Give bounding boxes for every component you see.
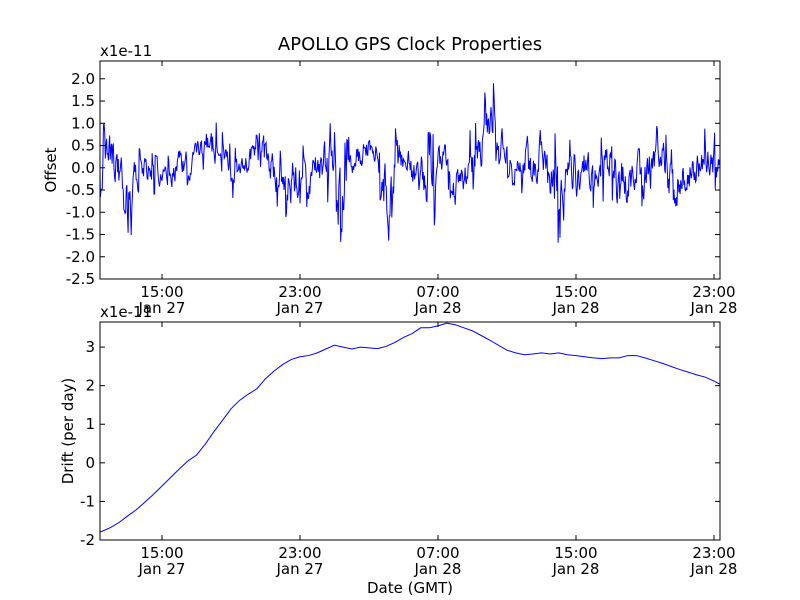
x-tick-date-label: Jan 28 bbox=[414, 299, 462, 317]
x-tick-date-label: Jan 28 bbox=[690, 560, 738, 578]
x-tick-time-label: 23:00 bbox=[692, 544, 735, 562]
y-exponent-label: x1e-11 bbox=[100, 42, 152, 60]
x-tick-date-label: Jan 27 bbox=[276, 299, 324, 317]
x-tick-date-label: Jan 27 bbox=[138, 560, 186, 578]
x-tick-time-label: 23:00 bbox=[278, 283, 321, 301]
x-tick-time-label: 15:00 bbox=[140, 283, 183, 301]
y-tick-label: 1.5 bbox=[71, 92, 95, 110]
y-tick-label: 0 bbox=[85, 454, 95, 472]
axes-frame bbox=[99, 60, 721, 280]
x-tick-date-label: Jan 28 bbox=[690, 299, 738, 317]
y-axis-label: Offset bbox=[42, 147, 60, 192]
x-axis-label: Date (GMT) bbox=[367, 579, 453, 597]
y-axis-label: Drift (per day) bbox=[59, 378, 77, 485]
offset-axes: 2.0 1.5 1.0 0.5 0.0 -0.5 -1.0 -1.5 -2.0 -2.5 15:00… bbox=[42, 42, 737, 317]
x-tick-time-label: 07:00 bbox=[416, 544, 459, 562]
y-tick-label: -2.0 bbox=[66, 248, 95, 266]
y-tick-label: 0.5 bbox=[71, 137, 95, 155]
x-tick-time-label: 23:00 bbox=[692, 283, 735, 301]
y-tick-label: -1 bbox=[80, 492, 95, 510]
y-tick-label: 1 bbox=[85, 415, 95, 433]
x-tick-time-label: 15:00 bbox=[140, 544, 183, 562]
x-tick-date-label: Jan 27 bbox=[138, 299, 186, 317]
y-tick-label: 2 bbox=[85, 377, 95, 395]
drift-series-line bbox=[100, 322, 720, 533]
offset-series-line bbox=[100, 83, 720, 243]
x-tick-date-label: Jan 27 bbox=[276, 560, 324, 578]
x-tick-time-label: 15:00 bbox=[554, 544, 597, 562]
x-tick-date-label: Jan 28 bbox=[552, 299, 600, 317]
y-exponent-label: x1e-11 bbox=[100, 303, 152, 321]
x-tick-time-label: 23:00 bbox=[278, 544, 321, 562]
x-tick-date-label: Jan 28 bbox=[552, 560, 600, 578]
x-tick-date-label: Jan 28 bbox=[414, 560, 462, 578]
y-tick-label: -0.5 bbox=[66, 181, 95, 199]
y-tick-label: 1.0 bbox=[71, 114, 95, 132]
y-tick-label: -2.5 bbox=[66, 270, 95, 288]
y-tick-label: 2.0 bbox=[71, 70, 95, 88]
y-tick-label: -1.0 bbox=[66, 203, 95, 221]
y-tick-label: -2 bbox=[80, 531, 95, 549]
chart-title: APOLLO GPS Clock Properties bbox=[278, 34, 542, 55]
x-tick-time-label: 07:00 bbox=[416, 283, 459, 301]
y-tick-label: -1.5 bbox=[66, 226, 95, 244]
y-tick-label: 3 bbox=[85, 338, 95, 356]
x-tick-time-label: 15:00 bbox=[554, 283, 597, 301]
y-tick-label: 0.0 bbox=[71, 159, 95, 177]
axes-frame bbox=[99, 321, 721, 541]
